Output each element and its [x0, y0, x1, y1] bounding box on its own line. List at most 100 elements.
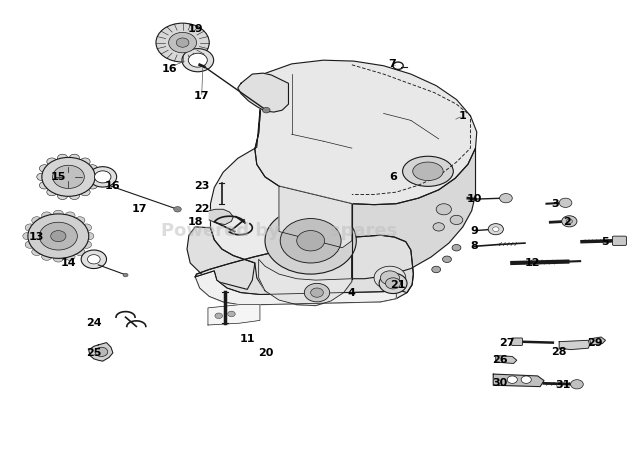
Circle shape: [42, 157, 95, 196]
Circle shape: [39, 181, 49, 189]
FancyBboxPatch shape: [512, 338, 522, 345]
Polygon shape: [259, 259, 352, 306]
Text: 22: 22: [194, 204, 209, 214]
Text: 24: 24: [86, 318, 101, 328]
Circle shape: [374, 266, 406, 289]
Circle shape: [39, 222, 77, 250]
Polygon shape: [187, 227, 255, 289]
Circle shape: [58, 154, 68, 162]
Circle shape: [47, 158, 57, 165]
Circle shape: [95, 347, 108, 357]
Circle shape: [280, 219, 341, 263]
Text: 3: 3: [551, 199, 559, 209]
Circle shape: [450, 215, 463, 225]
Circle shape: [169, 32, 197, 53]
Text: 16: 16: [105, 181, 120, 191]
Circle shape: [228, 311, 235, 317]
Text: 29: 29: [587, 338, 602, 348]
Circle shape: [311, 288, 323, 297]
Text: 12: 12: [525, 258, 540, 268]
Text: 16: 16: [162, 63, 178, 74]
Circle shape: [81, 250, 107, 269]
Circle shape: [432, 266, 441, 273]
Circle shape: [53, 255, 63, 262]
Text: 19: 19: [188, 24, 203, 34]
Polygon shape: [209, 209, 233, 225]
Polygon shape: [195, 271, 396, 305]
Text: 26: 26: [492, 355, 507, 365]
Circle shape: [507, 376, 517, 383]
Circle shape: [566, 219, 573, 224]
Circle shape: [58, 192, 68, 200]
Text: 5: 5: [602, 237, 609, 247]
Circle shape: [89, 167, 117, 187]
Text: 27: 27: [500, 338, 515, 348]
Text: 10: 10: [467, 194, 482, 204]
Polygon shape: [590, 337, 605, 345]
Circle shape: [69, 192, 79, 200]
Circle shape: [53, 165, 84, 188]
Circle shape: [80, 188, 90, 196]
Circle shape: [65, 253, 75, 260]
Polygon shape: [352, 148, 476, 279]
Circle shape: [80, 158, 90, 165]
Polygon shape: [210, 74, 352, 306]
Circle shape: [562, 216, 577, 227]
Circle shape: [385, 278, 401, 289]
Text: 15: 15: [51, 172, 66, 182]
Text: 6: 6: [389, 172, 397, 182]
Text: 4: 4: [348, 288, 356, 298]
Circle shape: [94, 171, 111, 183]
Text: 1: 1: [459, 111, 467, 121]
Text: 21: 21: [391, 280, 406, 290]
Circle shape: [500, 194, 512, 203]
Text: 11: 11: [240, 334, 255, 344]
Circle shape: [90, 173, 100, 181]
Text: 25: 25: [86, 348, 101, 358]
Circle shape: [433, 223, 444, 231]
Polygon shape: [255, 60, 477, 205]
Circle shape: [42, 253, 52, 260]
Circle shape: [379, 273, 407, 294]
Polygon shape: [559, 340, 590, 350]
FancyBboxPatch shape: [612, 236, 626, 245]
Text: 14: 14: [61, 258, 76, 268]
Circle shape: [75, 217, 85, 224]
Circle shape: [297, 231, 325, 251]
Text: Powered by        spares: Powered by spares: [161, 223, 397, 240]
Polygon shape: [195, 235, 413, 305]
Polygon shape: [496, 356, 517, 363]
Text: 28: 28: [552, 347, 567, 357]
Circle shape: [42, 212, 52, 219]
Circle shape: [443, 256, 451, 263]
Circle shape: [75, 248, 85, 256]
Circle shape: [521, 376, 531, 383]
Circle shape: [32, 248, 42, 256]
Circle shape: [87, 181, 98, 189]
Text: 30: 30: [492, 378, 507, 388]
Circle shape: [39, 165, 49, 172]
Polygon shape: [279, 186, 352, 248]
Circle shape: [304, 283, 330, 302]
Polygon shape: [238, 73, 288, 112]
Circle shape: [32, 217, 42, 224]
Circle shape: [25, 241, 36, 248]
Ellipse shape: [403, 156, 453, 187]
Text: 17: 17: [132, 204, 147, 214]
Circle shape: [25, 224, 36, 232]
Circle shape: [265, 207, 356, 274]
Circle shape: [188, 53, 207, 67]
Text: 20: 20: [259, 348, 274, 358]
Circle shape: [84, 232, 94, 240]
Circle shape: [87, 255, 100, 264]
Circle shape: [123, 273, 128, 277]
Text: 2: 2: [564, 217, 571, 227]
Circle shape: [176, 38, 189, 47]
Circle shape: [156, 23, 209, 62]
Circle shape: [262, 107, 270, 113]
Text: 17: 17: [194, 91, 209, 101]
Circle shape: [47, 188, 57, 196]
Circle shape: [51, 231, 66, 242]
Circle shape: [23, 232, 33, 240]
Circle shape: [65, 212, 75, 219]
